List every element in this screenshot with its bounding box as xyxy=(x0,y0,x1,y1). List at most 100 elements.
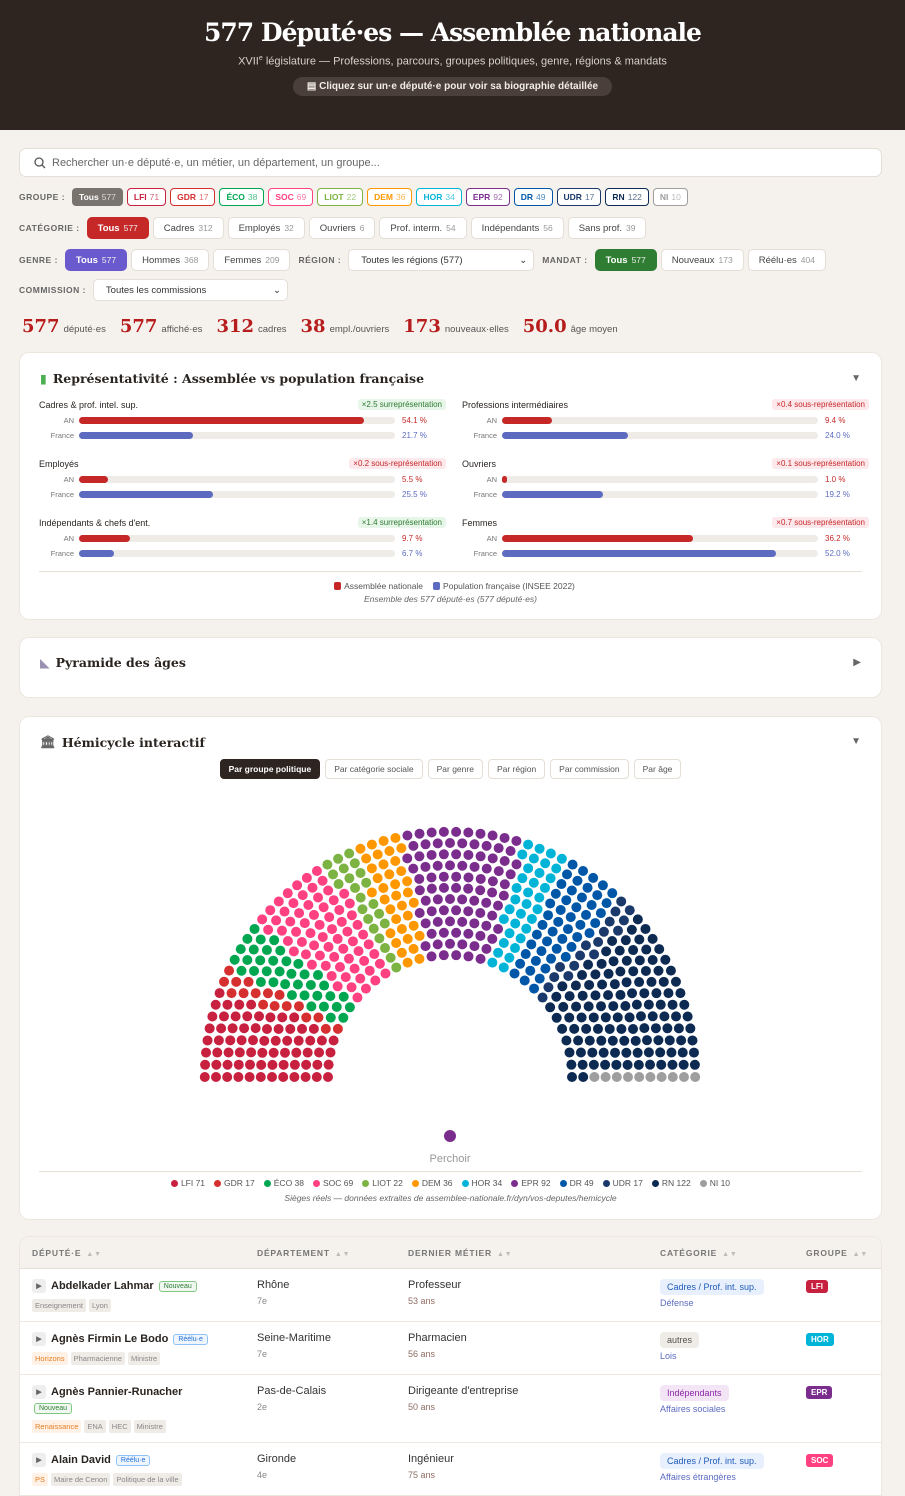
seat-liot[interactable] xyxy=(344,873,355,884)
seat-eco[interactable] xyxy=(325,991,336,1002)
category-pill-1[interactable]: Cadres 312 xyxy=(152,217,224,239)
seat-gdr[interactable] xyxy=(224,965,235,976)
seat-rn[interactable] xyxy=(601,946,612,957)
seat-rn[interactable] xyxy=(632,1047,643,1058)
seat-epr[interactable] xyxy=(475,828,486,839)
seat-lfi[interactable] xyxy=(234,999,245,1010)
seat-rn[interactable] xyxy=(647,1011,658,1022)
seat-rn[interactable] xyxy=(655,1047,666,1058)
seat-udr[interactable] xyxy=(616,896,627,907)
seat-epr[interactable] xyxy=(426,883,437,894)
seat-soc[interactable] xyxy=(265,905,276,916)
seat-soc[interactable] xyxy=(358,929,369,940)
seat-gdr[interactable] xyxy=(250,988,261,999)
seat-dem[interactable] xyxy=(378,859,389,870)
seat-soc[interactable] xyxy=(329,951,340,962)
seat-epr[interactable] xyxy=(432,916,443,927)
seat-liot[interactable] xyxy=(363,913,374,924)
seat-soc[interactable] xyxy=(314,919,325,930)
seat-gdr[interactable] xyxy=(320,1023,331,1034)
seat-lfi[interactable] xyxy=(277,1012,288,1023)
seat-epr[interactable] xyxy=(426,872,437,883)
seat-rn[interactable] xyxy=(626,924,637,935)
seat-soc[interactable] xyxy=(300,949,311,960)
seat-rn[interactable] xyxy=(615,966,626,977)
seat-epr[interactable] xyxy=(505,845,516,856)
seat-epr[interactable] xyxy=(499,879,510,890)
seat-lfi[interactable] xyxy=(314,1047,325,1058)
seat-soc[interactable] xyxy=(336,916,347,927)
seat-lfi[interactable] xyxy=(261,1024,272,1035)
seat-rn[interactable] xyxy=(635,1011,646,1022)
seat-lfi[interactable] xyxy=(244,1059,255,1070)
seat-soc[interactable] xyxy=(339,888,350,899)
seat-soc[interactable] xyxy=(292,880,303,891)
mandat-pill-0[interactable]: Tous 577 xyxy=(594,249,657,271)
seat-epr[interactable] xyxy=(451,905,462,916)
seat-lfi[interactable] xyxy=(259,1035,270,1046)
seat-epr[interactable] xyxy=(481,943,492,954)
seat-ni[interactable] xyxy=(645,1072,656,1082)
seat-epr[interactable] xyxy=(457,838,468,849)
seat-lfi[interactable] xyxy=(278,1059,289,1070)
seat-rn[interactable] xyxy=(570,980,581,991)
seat-lfi[interactable] xyxy=(268,1047,279,1058)
seat-rn[interactable] xyxy=(647,933,658,944)
seat-rn[interactable] xyxy=(651,988,662,999)
seat-ni[interactable] xyxy=(667,1072,678,1082)
seat-udr[interactable] xyxy=(624,905,635,916)
seat-udr[interactable] xyxy=(580,940,591,951)
seat-hor[interactable] xyxy=(534,867,545,878)
seat-lfi[interactable] xyxy=(328,1035,339,1046)
seat-rn[interactable] xyxy=(685,1023,696,1034)
seat-hor[interactable] xyxy=(528,853,539,864)
seat-lfi[interactable] xyxy=(244,1072,255,1082)
group-chip-dem[interactable]: DEM 36 xyxy=(367,188,413,206)
seat-soc[interactable] xyxy=(314,950,325,961)
seat-lfi[interactable] xyxy=(211,1059,222,1070)
seat-dr[interactable] xyxy=(560,951,571,962)
seat-lfi[interactable] xyxy=(279,1047,290,1058)
seat-epr[interactable] xyxy=(475,851,486,862)
seat-lfi[interactable] xyxy=(222,999,233,1010)
seat-epr[interactable] xyxy=(457,894,468,905)
expand-play-icon[interactable]: ▶ xyxy=(32,1279,46,1293)
seat-dr[interactable] xyxy=(561,895,572,906)
seat-dem[interactable] xyxy=(402,957,413,968)
seat-liot[interactable] xyxy=(391,962,402,973)
seat-rn[interactable] xyxy=(677,1047,688,1058)
seat-dem[interactable] xyxy=(396,924,407,935)
seat-rn[interactable] xyxy=(603,968,614,979)
seat-liot[interactable] xyxy=(333,853,344,864)
deputy-name[interactable]: Agnès Firmin Le Bodo xyxy=(51,1333,169,1345)
seat-dr[interactable] xyxy=(576,892,587,903)
seat-liot[interactable] xyxy=(355,867,366,878)
seat-soc[interactable] xyxy=(344,898,355,909)
seat-epr[interactable] xyxy=(408,863,419,874)
perchoir-seat[interactable] xyxy=(444,1130,456,1142)
seat-liot[interactable] xyxy=(374,933,385,944)
seat-hor[interactable] xyxy=(510,918,521,929)
seat-lfi[interactable] xyxy=(210,999,221,1010)
seat-dr[interactable] xyxy=(572,875,583,886)
seat-lfi[interactable] xyxy=(308,1023,319,1034)
column-header-4[interactable]: GROUPE ▲▼ xyxy=(806,1248,868,1258)
seat-dr[interactable] xyxy=(565,912,576,923)
seat-eco[interactable] xyxy=(261,945,272,956)
seat-ni[interactable] xyxy=(589,1072,600,1082)
seat-dr[interactable] xyxy=(536,946,547,957)
seat-eco[interactable] xyxy=(268,955,279,966)
seat-dr[interactable] xyxy=(553,916,564,927)
seat-rn[interactable] xyxy=(571,1001,582,1012)
hemicycle-title[interactable]: 🏛 Hémicycle interactif xyxy=(40,734,205,750)
seat-hor[interactable] xyxy=(511,882,522,893)
seat-dr[interactable] xyxy=(542,936,553,947)
seat-dem[interactable] xyxy=(414,953,425,964)
seat-epr[interactable] xyxy=(463,906,474,917)
seat-soc[interactable] xyxy=(363,939,374,950)
seat-ni[interactable] xyxy=(656,1072,667,1082)
seat-rn[interactable] xyxy=(631,999,642,1010)
hemicycle-tab-1[interactable]: Par catégorie sociale xyxy=(325,759,423,779)
seat-rn[interactable] xyxy=(614,945,625,956)
seat-rn[interactable] xyxy=(689,1059,700,1070)
